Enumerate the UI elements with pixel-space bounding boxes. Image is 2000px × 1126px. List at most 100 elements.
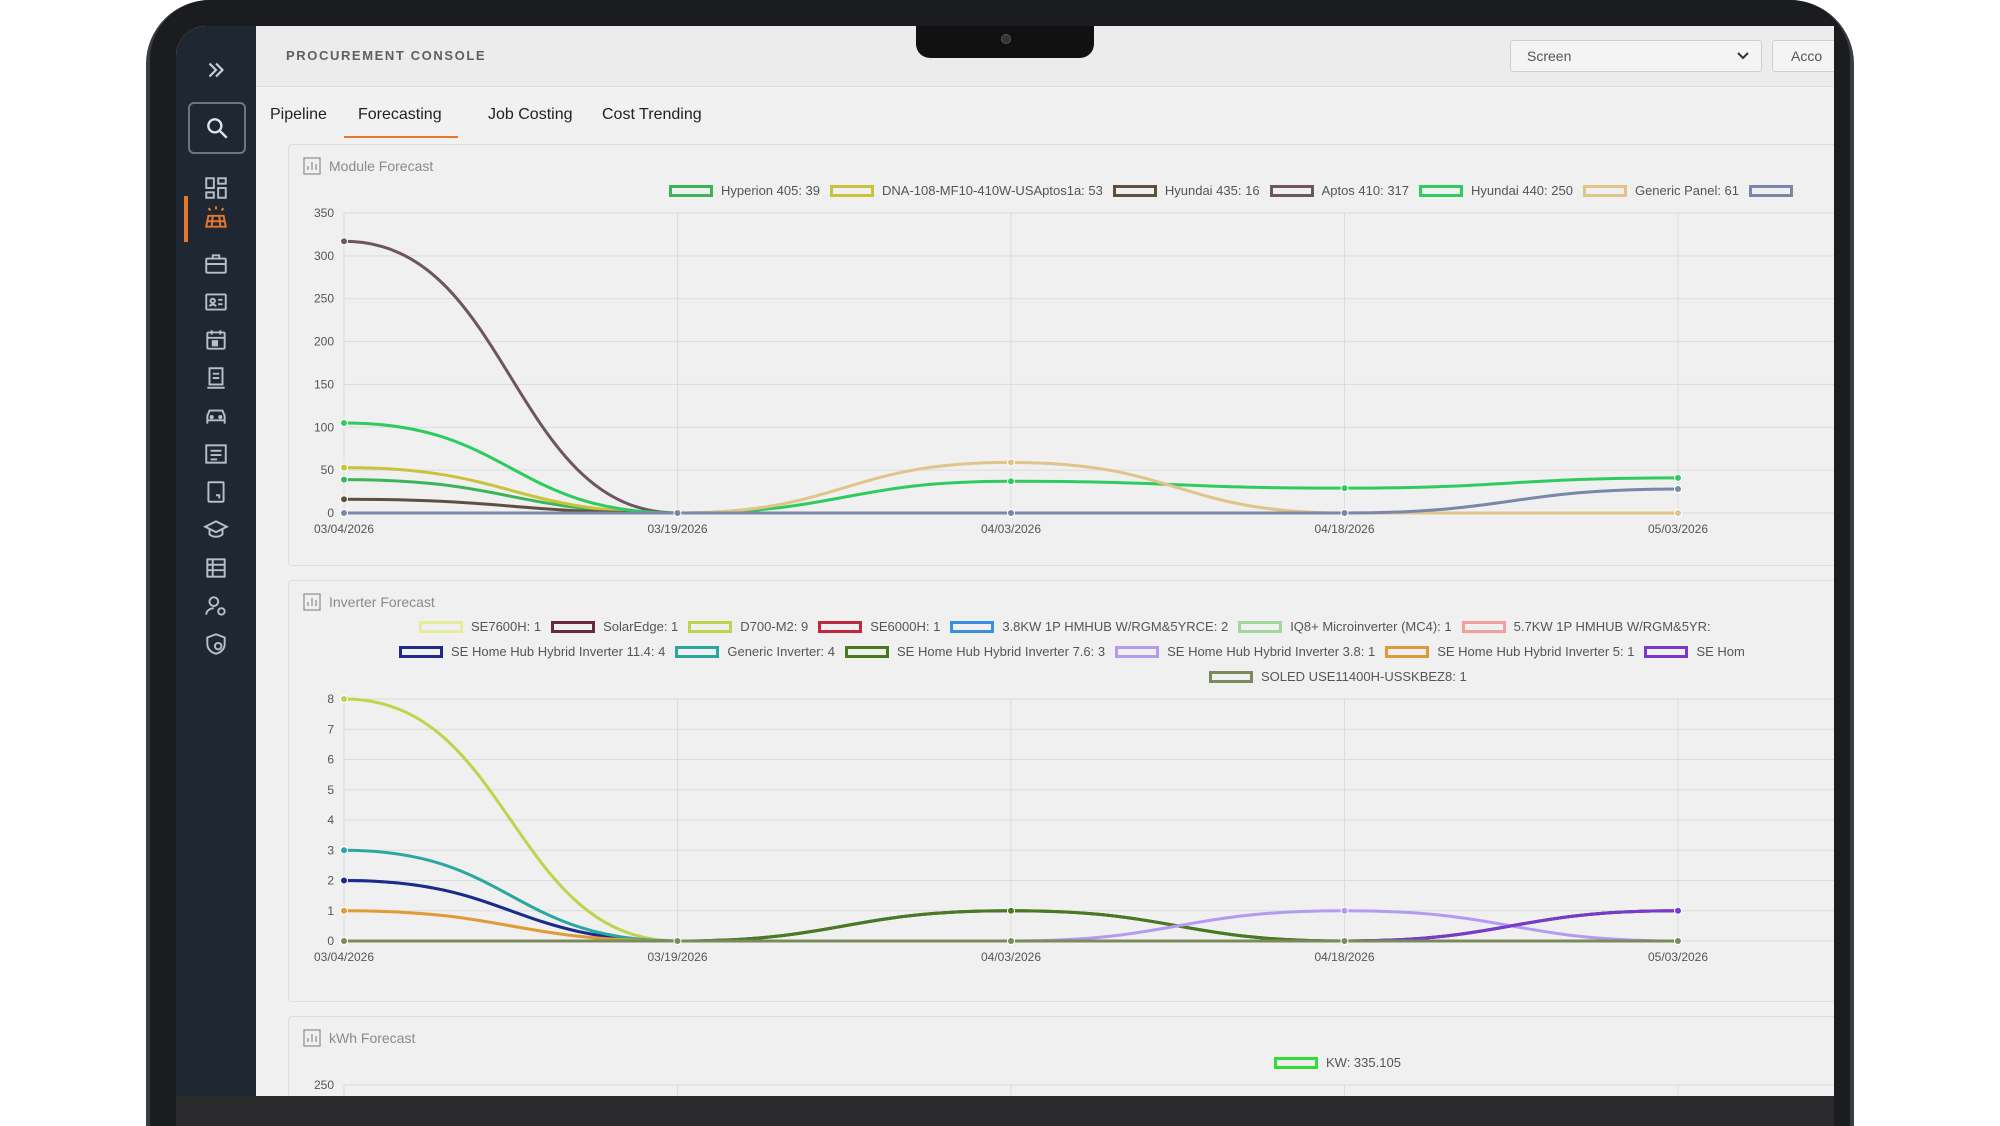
data-point[interactable] [340, 906, 348, 915]
data-point[interactable] [340, 695, 348, 703]
legend-item[interactable]: IQ8+ Microinverter (MC4): 1 [1238, 619, 1452, 634]
data-point[interactable] [1674, 485, 1682, 493]
data-point[interactable] [340, 876, 348, 885]
data-point[interactable] [340, 495, 348, 504]
tab-bar: Pipeline Forecasting Job Costing Cost Tr… [256, 98, 1834, 138]
data-point[interactable] [340, 937, 348, 945]
tab-forecasting[interactable]: Forecasting [358, 106, 442, 123]
document-icon[interactable] [196, 358, 236, 398]
legend-swatch [830, 184, 875, 197]
data-point[interactable] [1674, 509, 1682, 517]
data-point[interactable] [1007, 906, 1015, 915]
data-point[interactable] [1340, 906, 1349, 915]
calendar-icon[interactable] [196, 320, 236, 360]
data-point[interactable] [340, 509, 348, 517]
data-point[interactable] [1674, 937, 1682, 945]
data-point[interactable] [1007, 477, 1015, 486]
legend-item[interactable]: Generic Inverter: 4 [675, 644, 835, 659]
legend-item[interactable]: Hyundai 440: 250 [1419, 183, 1573, 198]
data-point[interactable] [1007, 937, 1015, 945]
data-point[interactable] [1340, 937, 1349, 945]
legend-item[interactable]: Hyundai 435: 16 [1112, 183, 1260, 198]
legend-label: SE Home Hub Hybrid Inverter 5: 1 [1437, 644, 1635, 659]
tab-job-costing[interactable]: Job Costing [488, 106, 573, 123]
legend-label: Hyundai 440: 250 [1471, 183, 1573, 198]
legend-item[interactable]: SE Home Hub Hybrid Inverter 7.6: 3 [845, 644, 1105, 659]
legend-swatch [419, 620, 463, 633]
user-settings-icon[interactable] [196, 586, 236, 626]
legend-item[interactable]: Generic Panel: 61 [1582, 183, 1739, 198]
legend-swatch [669, 184, 713, 197]
legend-item[interactable]: SE7600H: 1 [419, 619, 541, 634]
tab-cost-trending[interactable]: Cost Trending [602, 106, 702, 123]
search-button[interactable] [188, 102, 246, 154]
legend-label: SE Hom [1696, 644, 1745, 659]
data-point[interactable] [340, 846, 348, 855]
x-tick-label: 04/18/2026 [1314, 522, 1374, 536]
legend-item[interactable]: Aptos 410: 317 [1269, 183, 1410, 198]
data-point[interactable] [1340, 484, 1349, 493]
screen-select[interactable]: Screen [1510, 40, 1762, 72]
legend-swatch [1419, 184, 1464, 197]
legend-label: Aptos 410: 317 [1321, 183, 1410, 198]
data-point[interactable] [1674, 473, 1682, 482]
table-icon[interactable] [196, 548, 236, 588]
inverter-forecast-chart: 0 1 2 3 4 5 6 7 8 03/04/2026 03/19/2026 04/03/2026 0… [314, 692, 1834, 964]
legend-item[interactable]: SOLED USE11400H-USSKBEZ8: 1 [1209, 669, 1467, 684]
tablet-icon[interactable] [196, 472, 236, 512]
car-icon[interactable] [196, 396, 236, 436]
legend-item[interactable]: SolarEdge: 1 [551, 619, 678, 634]
legend-item[interactable]: Hyperion 405: 39 [669, 183, 820, 198]
legend-item[interactable]: 3.8KW 1P HMHUB W/RGM&5YRCE: 2 [950, 619, 1228, 634]
legend-item[interactable] [1749, 184, 1801, 197]
briefcase-icon[interactable] [196, 244, 236, 284]
data-point[interactable] [673, 509, 682, 517]
y-tick-label: 2 [327, 874, 334, 888]
data-point[interactable] [1007, 509, 1015, 517]
legend-item[interactable]: KW: 335.105 [1274, 1055, 1401, 1070]
legend-swatch [1112, 184, 1157, 197]
dashboard-icon[interactable] [196, 168, 236, 208]
y-tick-label: 350 [314, 206, 334, 220]
contact-card-icon[interactable] [196, 282, 236, 322]
legend-swatch [1269, 184, 1314, 197]
legend-item[interactable]: 5.7KW 1P HMHUB W/RGM&5YR: [1461, 619, 1711, 634]
legend-label: Hyundai 435: 16 [1164, 183, 1260, 198]
data-point[interactable] [340, 463, 348, 472]
legend-item[interactable]: SE Hom [1644, 644, 1745, 659]
y-tick-label: 1 [327, 904, 334, 918]
kwh-forecast-card: kWh Forecast KW: 335.105 250 [288, 1016, 1834, 1096]
legend-item[interactable]: SE6000H: 1 [818, 619, 940, 634]
y-tick-label: 6 [327, 753, 334, 767]
legend-swatch [1115, 645, 1160, 658]
legend-swatch [1209, 670, 1253, 683]
y-tick-label: 8 [327, 692, 334, 706]
legend-item[interactable]: DNA-108-MF10-410W-USAptos1a: 53 [830, 183, 1103, 198]
legend-item[interactable]: SE Home Hub Hybrid Inverter 5: 1 [1385, 644, 1634, 659]
module-forecast-chart: 0 50 100 150 200 250 300 350 03/04/2026 03/19/202… [314, 206, 1834, 536]
data-point[interactable] [1340, 509, 1349, 517]
y-tick-label: 200 [314, 335, 334, 349]
sidebar [176, 26, 256, 1096]
data-point[interactable] [340, 419, 348, 427]
x-tick-label: 03/19/2026 [647, 522, 707, 536]
x-tick-label: 03/04/2026 [314, 522, 374, 536]
expand-icon[interactable] [196, 50, 236, 90]
legend-label: KW: 335.105 [1326, 1055, 1401, 1070]
solar-panel-icon[interactable] [196, 198, 236, 238]
screen: PROCUREMENT CONSOLE Screen Acco Pipeline… [176, 26, 1834, 1096]
graduation-cap-icon[interactable] [196, 510, 236, 550]
data-point[interactable] [340, 475, 348, 484]
data-point[interactable] [1007, 458, 1015, 467]
legend-item[interactable]: SE Home Hub Hybrid Inverter 3.8: 1 [1115, 644, 1375, 659]
legend-item[interactable]: SE Home Hub Hybrid Inverter 11.4: 4 [399, 644, 665, 659]
data-point[interactable] [1674, 906, 1682, 915]
data-point[interactable] [673, 937, 682, 945]
module-forecast-legend: Hyperion 405: 39 DNA-108-MF10-410W-USApto… [669, 183, 1811, 198]
tab-pipeline[interactable]: Pipeline [270, 106, 327, 123]
account-button[interactable]: Acco [1772, 40, 1834, 72]
shield-icon[interactable] [196, 624, 236, 664]
legend-item[interactable]: D700-M2: 9 [688, 619, 808, 634]
list-icon[interactable] [196, 434, 236, 474]
data-point[interactable] [340, 237, 348, 246]
